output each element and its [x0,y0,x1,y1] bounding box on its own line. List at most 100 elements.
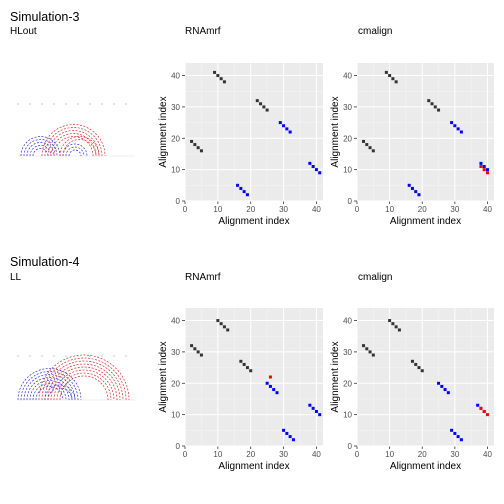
data-point [219,322,223,326]
x-tick-label: 30 [450,450,459,459]
data-point [291,438,295,442]
data-point [213,70,217,74]
y-axis-title: Alignment index [158,96,169,167]
x-tick-label: 0 [355,450,360,459]
arc-red [41,357,127,401]
data-point [242,362,246,366]
data-point [479,406,483,410]
data-point [268,384,272,388]
plot-background [185,63,323,201]
data-point [262,105,266,109]
x-tick-label: 0 [355,205,360,214]
data-point [417,366,421,370]
data-point [394,325,398,329]
data-point [265,381,269,385]
data-point [216,319,220,323]
data-point [288,435,292,439]
data-point [414,190,418,194]
data-point [226,328,230,332]
arc-blue [32,148,49,157]
arc-blue [44,384,76,401]
x-tick-label: 40 [483,450,492,459]
arc-blue [26,377,73,401]
data-point [388,74,392,78]
arc-red [47,130,100,157]
data-point [476,403,480,407]
arc-blue [29,145,52,157]
sim3-title: Simulation-3 [10,10,80,24]
arc-red [41,124,106,157]
data-point [239,359,243,363]
data-point [278,121,282,125]
arc-blue [68,149,82,157]
x-axis-title: Alignment index [390,216,461,227]
sim4-title: Simulation-4 [10,255,80,269]
data-point [199,353,203,357]
chart-1: 0 10 20 30 40 0 10 20 30 40 Alignment index Alignme… [330,63,494,227]
data-point [437,108,441,112]
arc-blue [35,386,64,401]
y-tick-label: 20 [343,379,352,388]
data-point [311,406,315,410]
data-point [285,127,289,131]
y-tick-label: 20 [343,134,352,143]
data-point [437,381,441,385]
data-point [193,143,197,147]
data-point [440,384,444,388]
x-axis-title: Alignment index [218,216,289,227]
y-tick-label: 10 [343,166,352,175]
data-point [433,105,437,109]
arc-red [38,354,130,401]
data-point [318,413,322,417]
sim3-cmalign-title: cmalign [358,26,393,37]
data-point [242,190,246,194]
data-point [222,325,226,329]
x-axis-title: Alignment index [218,461,289,472]
y-tick-label: 30 [171,103,180,112]
data-point [365,143,369,147]
x-tick-label: 20 [246,205,255,214]
x-tick-label: 10 [213,450,222,459]
chart-3: 0 10 20 30 40 0 10 20 30 40 Alignment index Alignme… [330,308,494,472]
chart-0: 0 10 20 30 40 0 10 20 30 40 Alignment index Alignme… [158,63,323,227]
alignment-charts: 0 10 20 30 40 0 10 20 30 40 Alignment index Alignme… [158,63,494,472]
sim3-structure-label: HLout [10,26,37,37]
arc-blue [26,142,55,157]
x-tick-label: 0 [183,205,188,214]
data-point [368,146,372,150]
x-tick-label: 30 [279,450,288,459]
data-point [362,344,366,348]
plot-background [357,63,494,201]
y-tick-label: 30 [343,348,352,357]
data-point [482,168,486,172]
data-point [479,161,483,165]
data-point [219,77,223,81]
data-point [430,102,434,106]
data-point [311,165,315,168]
x-tick-label: 10 [385,450,394,459]
arc-red [59,136,100,157]
arc-red [47,363,121,401]
x-tick-label: 40 [312,205,321,214]
x-tick-label: 20 [418,450,427,459]
data-point [285,431,289,435]
data-point [245,366,249,370]
y-tick-label: 0 [176,197,181,206]
data-point [391,77,395,81]
y-tick-label: 40 [343,72,352,81]
x-tick-label: 10 [213,205,222,214]
data-point [190,139,194,143]
arc-red [53,136,94,157]
data-point [485,168,489,172]
data-point [255,99,259,103]
chart-2: 0 10 20 30 40 0 10 20 30 40 Alignment index Alignme… [158,308,323,472]
y-tick-label: 30 [171,348,180,357]
data-point [456,127,460,131]
data-point [453,124,457,128]
data-point [459,130,463,134]
data-point [410,186,414,190]
plot-background [185,308,323,446]
y-tick-label: 20 [171,379,180,388]
data-point [479,165,483,168]
y-axis-title: Alignment index [330,96,341,167]
